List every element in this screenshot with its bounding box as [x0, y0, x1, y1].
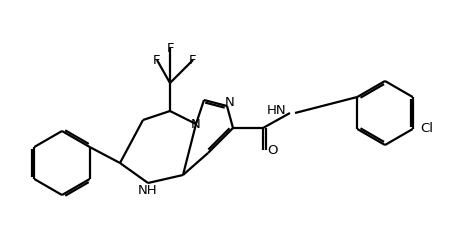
Text: F: F	[189, 54, 197, 66]
Text: NH: NH	[138, 185, 158, 197]
Text: O: O	[268, 144, 278, 156]
Text: Cl: Cl	[420, 123, 433, 136]
Text: HN: HN	[267, 104, 287, 117]
Text: N: N	[225, 96, 235, 109]
Text: F: F	[166, 41, 174, 55]
Text: N: N	[191, 117, 201, 131]
Text: F: F	[153, 54, 161, 66]
